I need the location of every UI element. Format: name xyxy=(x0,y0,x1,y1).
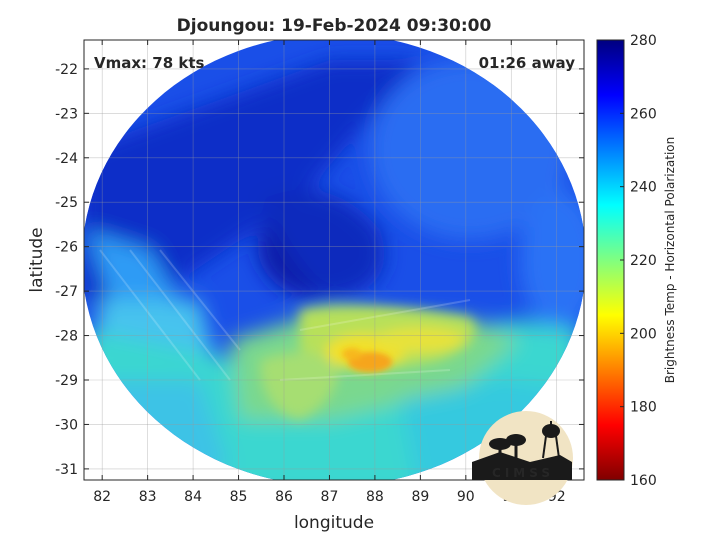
y-tick-label: -28 xyxy=(55,329,78,345)
x-tick-label: 84 xyxy=(184,489,202,505)
y-tick-label: -30 xyxy=(55,417,78,433)
colorbar-tick-label: 200 xyxy=(630,326,657,342)
time-offset-annotation: 01:26 away xyxy=(479,54,576,72)
x-tick-label: 89 xyxy=(411,489,429,505)
y-tick-label: -31 xyxy=(55,462,78,478)
colorbar-tick-label: 260 xyxy=(630,106,657,122)
grid-lines xyxy=(84,40,584,480)
y-tick-label: -23 xyxy=(55,106,78,122)
x-axis-label: longitude xyxy=(294,513,374,533)
y-tick-label: -25 xyxy=(55,195,78,211)
logo-text: CIMSS xyxy=(492,466,554,480)
colorbar-tick-label: 160 xyxy=(630,473,657,489)
y-tick-label: -26 xyxy=(55,240,78,256)
x-tick-label: 85 xyxy=(230,489,248,505)
colorbar-tick-label: 180 xyxy=(630,400,657,416)
y-tick-label: -27 xyxy=(55,284,78,300)
colorbar-tick-label: 280 xyxy=(630,33,657,49)
y-axis-label: latitude xyxy=(27,227,47,292)
x-tick-label: 87 xyxy=(321,489,339,505)
x-tick-label: 86 xyxy=(275,489,293,505)
colorbar-tick-label: 240 xyxy=(630,180,657,196)
colorbar: 280 260 240 220 200 180 160 Brightness Temp - … xyxy=(596,33,677,489)
colorbar-gradient xyxy=(596,39,625,481)
vmax-annotation: Vmax: 78 kts xyxy=(94,54,204,72)
colorbar-ticks: 280 260 240 220 200 180 160 xyxy=(620,33,657,489)
y-tick-label: -29 xyxy=(55,373,78,389)
x-tick-label: 90 xyxy=(457,489,475,505)
axis-ticks: 8283848586878889909192-22-23-24-25-26-27… xyxy=(55,40,584,505)
colorbar-tick-label: 220 xyxy=(630,253,657,269)
y-tick-label: -24 xyxy=(55,151,78,167)
x-tick-label: 88 xyxy=(366,489,384,505)
cimss-logo: CIMSS xyxy=(472,411,573,505)
x-tick-label: 82 xyxy=(93,489,111,505)
colorbar-label: Brightness Temp - Horizontal Polarizatio… xyxy=(663,137,677,384)
plot-axes: 8283848586878889909192-22-23-24-25-26-27… xyxy=(55,39,585,505)
y-tick-label: -22 xyxy=(55,62,78,78)
x-tick-label: 83 xyxy=(139,489,157,505)
plot-frame xyxy=(83,39,585,481)
chart-title: Djoungou: 19-Feb-2024 09:30:00 xyxy=(177,16,492,36)
